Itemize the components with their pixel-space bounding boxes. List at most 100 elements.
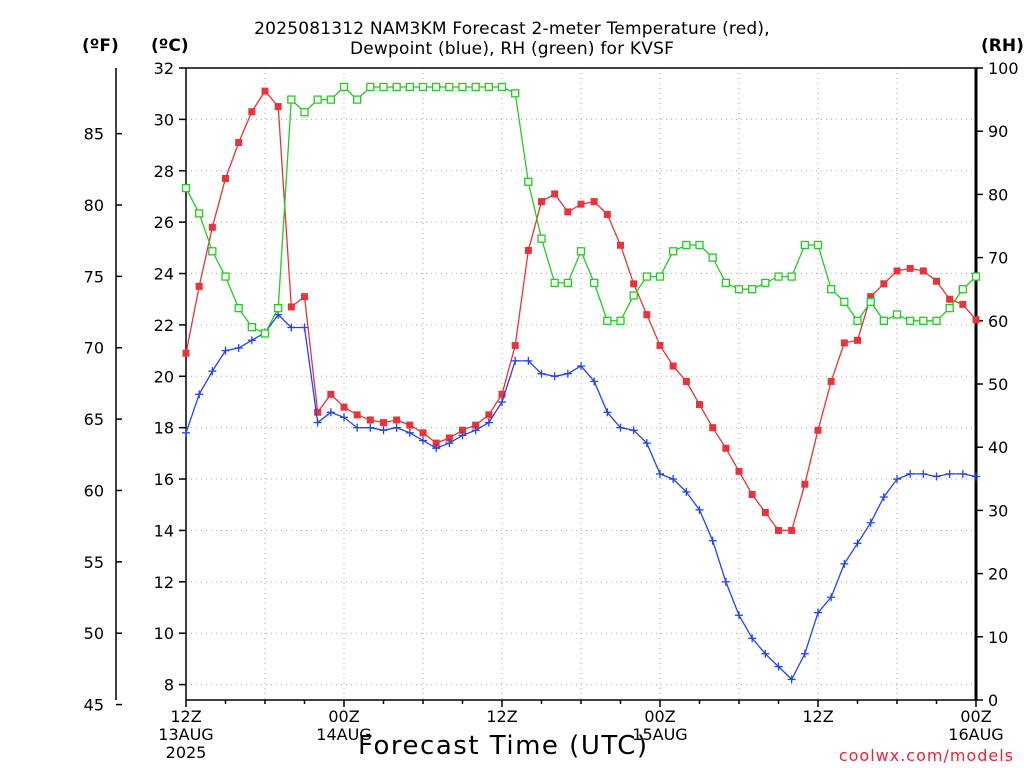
temperature-point [577,200,585,208]
celsius-tick-label: 28 [154,162,174,181]
series-layer [181,82,981,684]
temperature-point [590,198,598,206]
rh-point [405,82,414,92]
x-tick-label: 13AUG [158,725,213,744]
rh-point [313,95,322,104]
rh-point [642,272,651,281]
rh-point [761,278,770,288]
temperature-point [972,316,980,324]
rh-point [919,316,928,325]
rh-point [432,82,441,92]
fahrenheit-tick-label: 75 [84,267,104,286]
x-tick-label: 14AUG [316,725,371,744]
credit-text: coolwx.com/models [838,746,1014,765]
rh-point [392,82,401,92]
dewpoint-point [353,423,362,432]
rh-point [195,209,204,218]
temperature-point [946,295,954,303]
rh-tick-label: 10 [988,628,1008,647]
temperature-point [854,336,861,344]
temperature-point [893,267,901,275]
temperature-point [643,311,651,319]
rh-tick-label: 30 [988,501,1008,520]
dewpoint-point [735,611,743,620]
rh-point [655,272,665,281]
temperature-point [406,421,414,429]
x-tick-label: 12Z [802,707,833,726]
dewpoint-point [853,539,862,548]
rh-point [945,304,954,313]
rh-tick-label: 80 [988,185,1008,204]
rh-point [339,82,349,92]
dewpoint-point [537,369,546,378]
rh-tick-label: 90 [988,122,1008,141]
temperature-point [366,416,374,424]
rh-point [853,316,862,325]
temperature-point [564,208,572,216]
dewpoint-point [511,356,520,365]
dewpoint-point [669,475,678,484]
rh-point [695,240,704,250]
temperature-point [735,467,743,475]
dewpoint-point [208,367,217,376]
dewpoint-point [761,649,770,658]
rh-point [813,240,823,250]
dewpoint-point [919,469,928,478]
fahrenheit-tick-label: 70 [84,339,104,358]
dewpoint-point [550,372,559,381]
rh-point [721,278,730,288]
temperature-point [432,439,440,447]
rh-point [800,240,809,250]
celsius-tick-label: 10 [154,624,174,643]
celsius-tick-label: 32 [154,59,174,78]
rh-point [590,278,599,288]
rh-point [445,82,454,92]
rh-point [353,95,362,104]
temperature-point [919,267,927,275]
rh-tick-label: 0 [988,691,998,710]
x-tick-label: 2025 [166,743,207,762]
rh-point [748,285,757,294]
rh-point [827,285,836,294]
rh-point [208,247,217,256]
dewpoint-point [366,423,375,432]
rh-point [458,82,467,92]
rh-point [366,82,375,92]
series-rh [181,82,981,338]
x-tick-label: 12Z [486,707,517,726]
x-axis-title: Forecast Time (UTC) [358,731,649,761]
temperature-point [248,108,256,116]
dewpoint-point [814,608,822,617]
temperature-point [419,429,427,437]
dewpoint-point [300,323,309,332]
temperature-point [814,426,822,434]
x-tick-label: 00Z [960,707,991,726]
dewpoint-point [445,439,454,448]
dewpoint-point [827,593,836,602]
dewpoint-point [379,426,388,435]
temperature-point [327,390,335,398]
dewpoint-point [958,469,967,478]
celsius-tick-label: 26 [154,213,174,232]
temperature-point [867,293,875,301]
dewpoint-point [287,323,296,332]
temperature-point [498,390,506,398]
rh-point [247,322,256,332]
rh-point [326,95,335,104]
rh-unit-label: (RH) [981,36,1024,56]
dewpoint-point [879,493,888,502]
rh-point [379,82,388,92]
celsius-tick-label: 30 [154,110,174,129]
temperature-point [656,341,664,349]
fahrenheit-tick-label: 50 [84,624,104,643]
temperature-point [788,526,796,534]
temperature-point [472,421,480,429]
fahrenheit-tick-label: 60 [84,481,104,500]
temperature-point [459,426,466,434]
rh-point [524,177,533,186]
temperature-point [274,103,282,111]
dewpoint-point [972,472,980,481]
temperature-point [445,434,453,442]
fahrenheit-tick-label: 55 [84,553,104,572]
celsius-tick-label: 16 [154,470,174,489]
